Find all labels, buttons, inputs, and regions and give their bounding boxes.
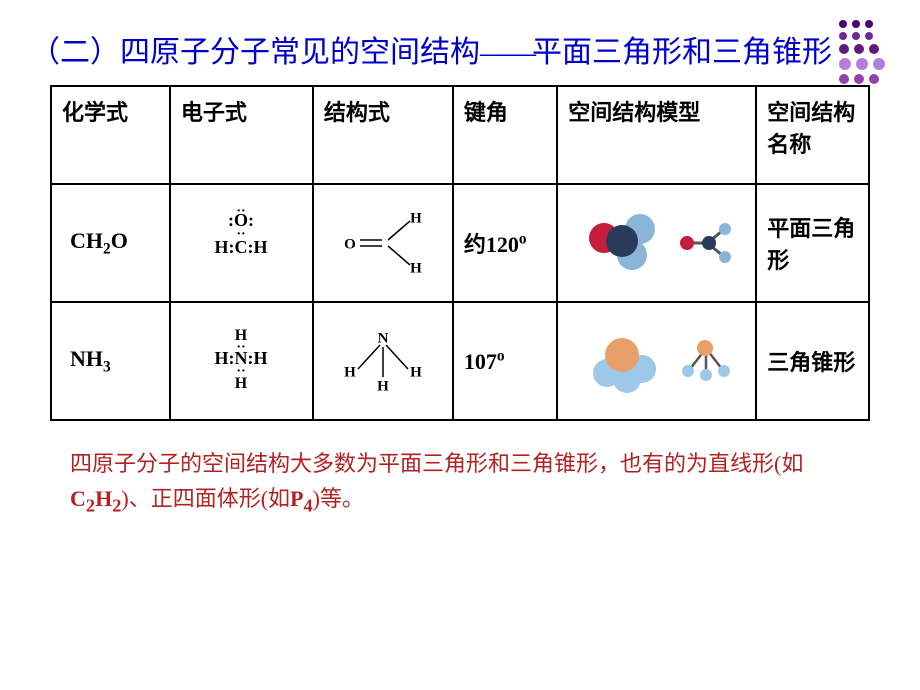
svg-text:H: H xyxy=(377,378,389,394)
table-container: 化学式 电子式 结构式 键角 空间结构模型 空间结构名称 CH2O:O:H:C:… xyxy=(0,85,920,421)
svg-text:H: H xyxy=(410,260,422,276)
cell-model xyxy=(557,184,756,302)
footnote: 四原子分子的空间结构大多数为平面三角形和三角锥形，也有的为直线形(如C2H2)、… xyxy=(0,421,920,521)
structure-table: 化学式 电子式 结构式 键角 空间结构模型 空间结构名称 CH2O:O:H:C:… xyxy=(50,85,870,421)
footnote-text1: 四原子分子的空间结构大多数为平面三角形和三角锥形，也有的为直线形 xyxy=(70,451,774,476)
svg-text:··: ·· xyxy=(237,364,246,379)
footnote-end: 等。 xyxy=(320,486,364,511)
table-row: CH2O:O:H:C:H····OHH约120o平面三角形 xyxy=(51,184,869,302)
decorative-dots xyxy=(839,20,890,88)
cell-bondangle: 107o xyxy=(453,302,557,420)
svg-text:··: ·· xyxy=(237,340,246,355)
svg-text:H: H xyxy=(410,364,422,380)
svg-text:··: ·· xyxy=(237,227,246,242)
cell-formula: NH3 xyxy=(51,302,170,420)
svg-text:O: O xyxy=(344,236,356,252)
table-row: NH3HH:N:HH····NHHH107o三角锥形 xyxy=(51,302,869,420)
header-model: 空间结构模型 xyxy=(557,86,756,184)
cell-lewis: :O:H:C:H···· xyxy=(170,184,313,302)
title-part1: （二）四原子分子常见的空间结构 xyxy=(30,36,480,69)
header-bondangle: 键角 xyxy=(453,86,557,184)
svg-text:H: H xyxy=(410,210,422,226)
footnote-ex2: (如P4) xyxy=(261,486,320,511)
cell-structural: N H H H xyxy=(313,302,453,420)
header-formula: 化学式 xyxy=(51,86,170,184)
header-structural: 结构式 xyxy=(313,86,453,184)
cell-shapename: 平面三角形 xyxy=(756,184,869,302)
svg-text:··: ·· xyxy=(237,208,246,219)
cell-lewis: HH:N:HH···· xyxy=(170,302,313,420)
header-shapename: 空间结构名称 xyxy=(756,86,869,184)
header-lewis: 电子式 xyxy=(170,86,313,184)
cell-model xyxy=(557,302,756,420)
cell-bondangle: 约120o xyxy=(453,184,557,302)
svg-text:N: N xyxy=(377,330,388,346)
cell-formula: CH2O xyxy=(51,184,170,302)
section-title: （二）四原子分子常见的空间结构——平面三角形和三角锥形 xyxy=(0,0,920,85)
cell-shapename: 三角锥形 xyxy=(756,302,869,420)
footnote-mid: 、正四面体形 xyxy=(129,486,261,511)
title-part2: 平面三角形和三角锥形 xyxy=(532,36,832,69)
cell-structural: O H H xyxy=(313,184,453,302)
svg-text:H: H xyxy=(344,364,356,380)
title-dash: —— xyxy=(480,36,532,69)
header-row: 化学式 电子式 结构式 键角 空间结构模型 空间结构名称 xyxy=(51,86,869,184)
